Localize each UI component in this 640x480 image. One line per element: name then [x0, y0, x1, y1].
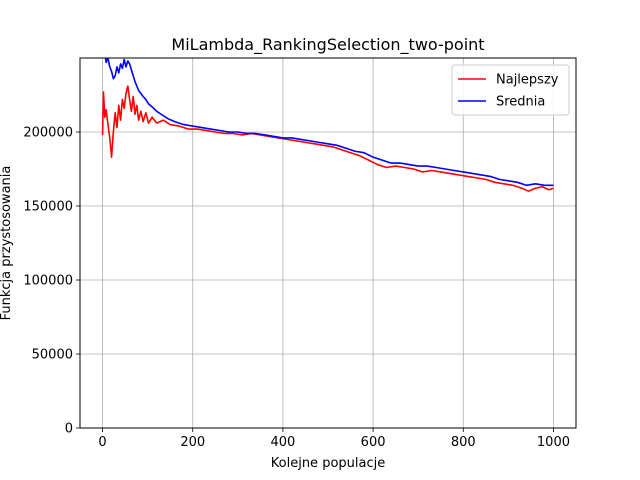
legend: Najlepszy Srednia [451, 64, 570, 116]
y-tick-label: 50000 [32, 348, 73, 363]
x-axis-ticks: 0 200 400 600 800 1000 [98, 428, 570, 450]
legend-frame [451, 64, 570, 116]
series-line-najlepszy [101, 85, 554, 192]
y-tick-label: 150000 [23, 200, 73, 215]
y-tick-label: 100000 [23, 274, 73, 289]
series-layer [101, 58, 554, 192]
x-tick-label: 800 [451, 435, 476, 450]
legend-label: Srednia [496, 95, 545, 110]
x-tick-label: 200 [180, 435, 205, 450]
legend-label: Najlepszy [496, 73, 559, 88]
chart-title: MiLambda_RankingSelection_two-point [171, 35, 484, 55]
y-tick-label: 0 [65, 422, 73, 437]
x-tick-label: 400 [270, 435, 295, 450]
x-tick-label: 0 [98, 435, 106, 450]
x-tick-label: 600 [361, 435, 386, 450]
plot-frame [79, 57, 577, 429]
series-line-srednia [104, 58, 554, 187]
grid [80, 58, 576, 429]
y-tick-label: 200000 [23, 126, 73, 141]
y-axis-label: Funkcja przystosowania [0, 166, 14, 321]
x-axis-label: Kolejne populacje [271, 456, 385, 471]
y-axis-ticks: 0 50000 100000 150000 200000 [23, 126, 80, 437]
x-tick-label: 1000 [537, 435, 570, 450]
